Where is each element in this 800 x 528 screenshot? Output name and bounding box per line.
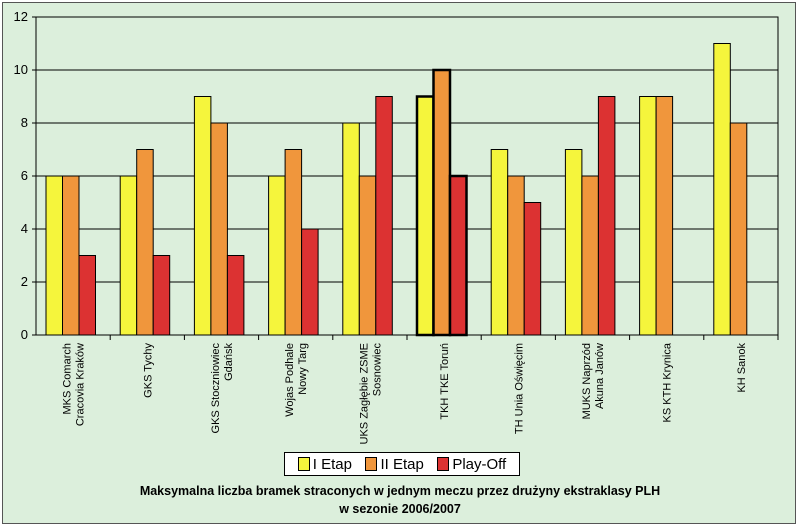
bar bbox=[581, 175, 599, 336]
bar bbox=[152, 255, 171, 336]
legend-swatch-i-etap bbox=[297, 457, 310, 471]
legend: I Etap II Etap Play-Off bbox=[284, 452, 520, 476]
legend-label-i-etap: I Etap bbox=[312, 455, 352, 473]
x-tick-label: Wojas PodhaleNowy Targ bbox=[284, 343, 309, 417]
bar bbox=[301, 228, 319, 336]
x-tick-label: MUKS NaprzódAkuna Janów bbox=[581, 343, 606, 419]
y-tick-label: 2 bbox=[21, 274, 28, 289]
chart-title: Maksymalna liczba bramek straconych w je… bbox=[0, 482, 800, 518]
bar bbox=[655, 96, 674, 336]
x-tick-label: TKH TKE Toruń bbox=[439, 343, 451, 420]
bar bbox=[342, 122, 360, 336]
chart-title-line2: w sezonie 2006/2007 bbox=[339, 502, 461, 516]
bar-chart: 0 2 4 6 8 10 12 MKS ComarchCracovia Kraków GKS … bbox=[14, 9, 779, 445]
x-tick-label: TH Unia Oświęcim bbox=[513, 343, 525, 434]
x-tick-label: UKS Zagłębie ZSMESosnowiec bbox=[358, 343, 383, 445]
bar bbox=[713, 43, 731, 336]
bar bbox=[729, 122, 748, 336]
bar bbox=[448, 174, 468, 337]
legend-item-ii-etap: II Etap bbox=[365, 455, 424, 473]
y-tick-label: 12 bbox=[14, 9, 28, 24]
bar bbox=[639, 96, 657, 336]
bar bbox=[226, 255, 245, 336]
y-tick-label: 6 bbox=[21, 168, 28, 183]
bar bbox=[268, 175, 286, 336]
legend-label-play-off: Play-Off bbox=[452, 455, 507, 473]
bar bbox=[375, 96, 393, 336]
legend-label-ii-etap: II Etap bbox=[380, 455, 424, 473]
x-tick-label: MKS ComarchCracovia Kraków bbox=[62, 343, 87, 426]
bar bbox=[45, 175, 63, 336]
bar bbox=[284, 149, 303, 336]
bar bbox=[597, 96, 616, 336]
x-tick-label: GKS Tychy bbox=[142, 343, 154, 398]
y-tick-label: 8 bbox=[21, 115, 28, 130]
chart-title-line1: Maksymalna liczba bramek straconych w je… bbox=[139, 484, 661, 498]
bar bbox=[432, 68, 452, 337]
legend-swatch-play-off bbox=[437, 457, 450, 471]
x-tick-label: KS KTH Krynica bbox=[662, 342, 674, 422]
bars bbox=[45, 43, 748, 337]
x-axis: MKS ComarchCracovia Kraków GKS Tychy GKS S… bbox=[62, 335, 779, 445]
bar bbox=[415, 95, 435, 337]
bar bbox=[564, 149, 583, 336]
legend-swatch-ii-etap bbox=[365, 457, 378, 471]
x-tick-label: KH Sanok bbox=[736, 343, 748, 393]
bar bbox=[62, 175, 80, 336]
bar bbox=[210, 122, 228, 336]
bar bbox=[358, 175, 377, 336]
legend-item-i-etap: I Etap bbox=[297, 455, 352, 473]
bar bbox=[136, 149, 154, 336]
bar bbox=[78, 255, 96, 336]
x-tick-label: GKS StoczniowiecGdańsk bbox=[210, 343, 235, 434]
bar bbox=[523, 202, 542, 336]
y-tick-label: 0 bbox=[21, 327, 28, 342]
bar bbox=[193, 96, 212, 336]
bar bbox=[507, 175, 525, 336]
y-tick-label: 10 bbox=[14, 62, 28, 77]
bar bbox=[490, 149, 509, 336]
y-tick-label: 4 bbox=[21, 221, 28, 236]
bar bbox=[119, 175, 138, 336]
legend-item-play-off: Play-Off bbox=[437, 456, 506, 473]
